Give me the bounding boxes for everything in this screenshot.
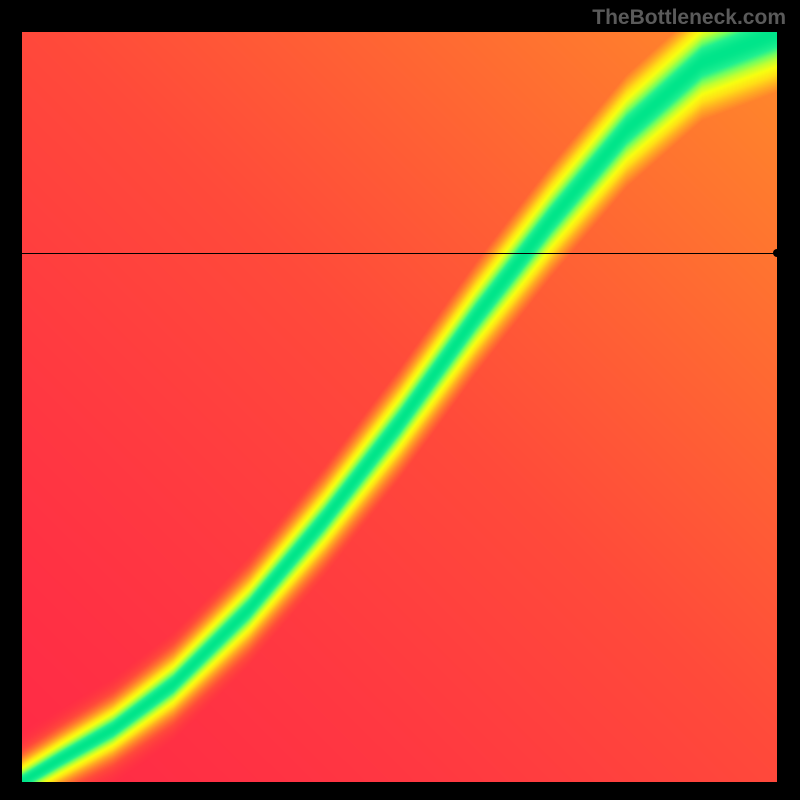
crosshair-marker-dot xyxy=(773,249,781,257)
watermark-text: TheBottleneck.com xyxy=(592,6,786,30)
bottleneck-heatmap xyxy=(22,32,778,782)
heatmap-canvas xyxy=(22,32,778,782)
crosshair-vertical xyxy=(777,32,778,782)
crosshair-horizontal xyxy=(22,253,778,254)
